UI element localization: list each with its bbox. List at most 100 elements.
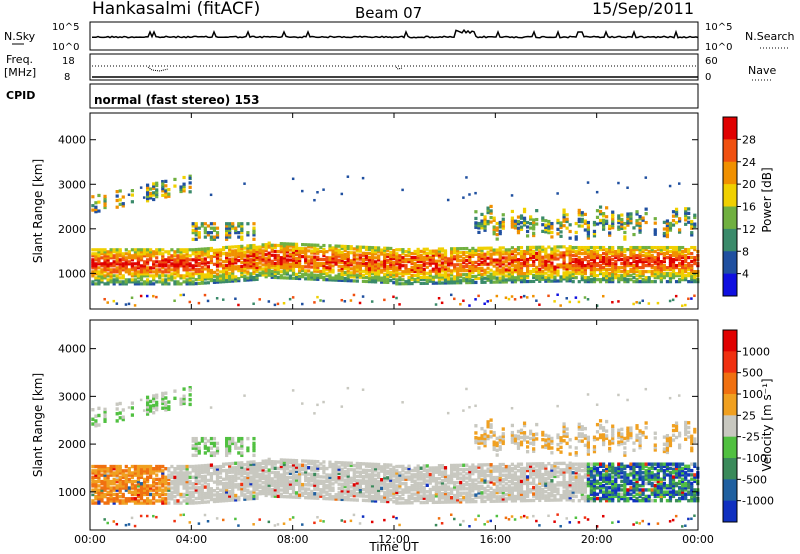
velocity-cell	[124, 488, 128, 492]
colorbar-swatch	[723, 206, 737, 230]
power-cell	[690, 226, 694, 230]
power-cell	[693, 280, 697, 284]
power-cell	[373, 264, 378, 268]
power-cell	[109, 268, 113, 272]
power-cell	[203, 222, 207, 226]
power-cell	[559, 265, 563, 269]
power-cell	[592, 257, 597, 262]
power-cell	[264, 271, 268, 275]
velocity-cell	[264, 465, 268, 470]
power-cell	[316, 269, 320, 273]
velocity-cell	[225, 488, 229, 492]
power-cell	[252, 271, 256, 276]
power-cell	[200, 259, 204, 263]
velocity-cell	[203, 496, 207, 500]
velocity-cell	[115, 412, 119, 416]
power-cell	[456, 259, 460, 263]
power-cell	[392, 295, 395, 299]
velocity-cell	[124, 475, 128, 479]
power-cell	[103, 203, 107, 207]
power-cell	[428, 279, 432, 283]
power-cell	[547, 231, 551, 235]
power-cell	[671, 210, 676, 214]
power-cell	[483, 258, 487, 262]
velocity-cell	[389, 497, 393, 502]
velocity-cell	[246, 475, 250, 480]
velocity-cell	[182, 473, 186, 477]
velocity-cell	[121, 415, 125, 419]
power-cell	[355, 267, 359, 271]
velocity-cell	[373, 469, 378, 473]
velocity-cell	[215, 473, 220, 478]
velocity-cell	[225, 477, 229, 481]
power-cell	[343, 264, 347, 269]
power-cell	[203, 249, 207, 253]
power-cell	[118, 282, 122, 286]
power-cell	[513, 276, 518, 280]
power-cell	[532, 273, 536, 278]
velocity-cell	[164, 396, 168, 400]
power-cell	[671, 274, 676, 278]
velocity-cell	[252, 462, 256, 466]
power-cell	[291, 258, 296, 262]
power-cell	[598, 253, 603, 258]
power-cell	[480, 276, 484, 280]
velocity-cell	[121, 492, 125, 497]
velocity-cell	[395, 484, 399, 488]
power-cell	[215, 254, 220, 258]
velocity-cell	[237, 472, 241, 476]
power-cell	[121, 274, 125, 278]
power-cell	[182, 189, 186, 193]
power-cell	[462, 257, 466, 261]
velocity-cell	[240, 446, 244, 450]
power-cell	[446, 279, 451, 283]
velocity-cell	[106, 521, 109, 525]
power-cell	[304, 243, 308, 247]
power-cell	[316, 267, 320, 271]
velocity-cell	[380, 469, 384, 473]
power-cell	[231, 265, 235, 269]
velocity-cell	[155, 395, 159, 400]
power-cell	[322, 247, 326, 252]
velocity-cell	[249, 464, 253, 469]
power-cell	[355, 249, 359, 253]
power-cell	[556, 221, 560, 225]
power-cell	[240, 231, 244, 235]
velocity-cell	[240, 441, 244, 446]
velocity-cell	[279, 488, 283, 492]
power-cell	[97, 272, 101, 276]
power-cell	[221, 252, 226, 256]
power-cell	[468, 304, 471, 307]
velocity-cell	[161, 471, 165, 475]
velocity-cell	[203, 481, 207, 485]
power-cell	[635, 262, 639, 266]
power-cell	[288, 268, 293, 272]
power-cell	[598, 266, 603, 270]
velocity-cell	[149, 409, 153, 413]
power-cell	[401, 188, 404, 192]
power-cell	[550, 265, 554, 269]
power-cell	[291, 250, 296, 254]
velocity-cell	[270, 481, 274, 485]
power-cell	[580, 260, 584, 264]
power-cell	[598, 218, 603, 223]
power-cell	[343, 262, 347, 267]
power-cell	[273, 271, 277, 276]
velocity-cell	[301, 493, 305, 498]
power-cell	[437, 279, 442, 283]
velocity-cell	[383, 518, 386, 522]
power-cell	[568, 259, 572, 263]
power-cell	[440, 277, 445, 281]
velocity-cell	[367, 492, 372, 496]
power-cell	[532, 255, 536, 259]
power-cell	[197, 251, 201, 255]
power-cell	[480, 254, 484, 258]
velocity-cell	[118, 499, 122, 503]
velocity-cell	[276, 486, 280, 490]
power-cell	[401, 260, 405, 264]
power-cell	[304, 251, 308, 255]
velocity-cell	[373, 488, 378, 492]
velocity-cell	[215, 469, 220, 473]
power-cell	[453, 249, 457, 253]
power-cell	[346, 275, 350, 279]
